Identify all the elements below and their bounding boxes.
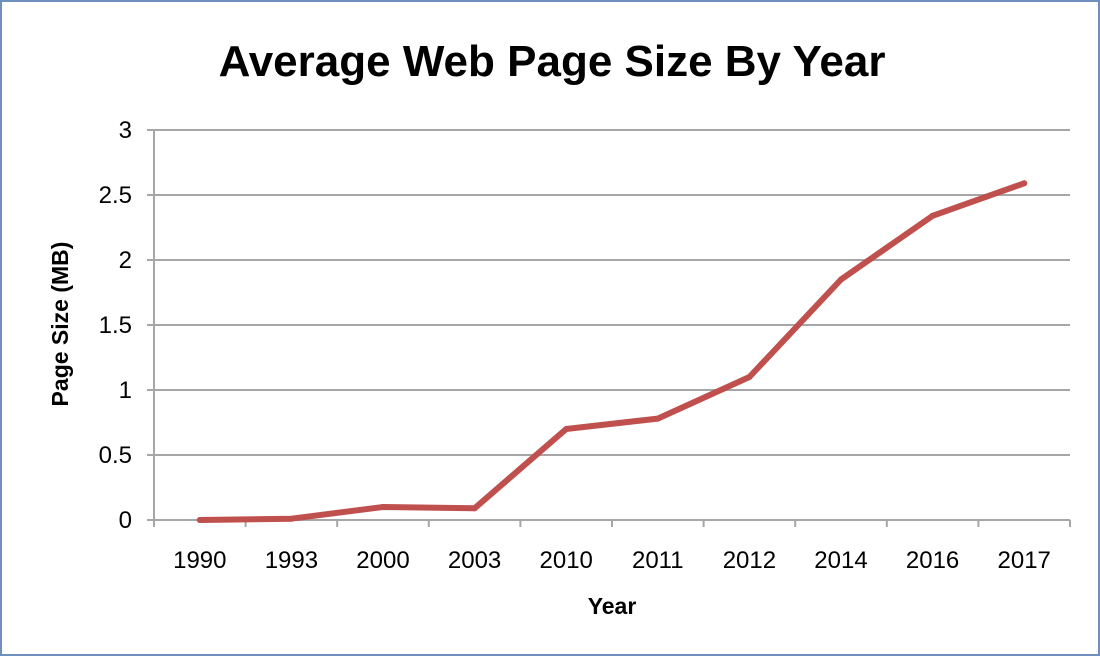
data-point-2017 (1021, 180, 1028, 187)
x-tick-label-4: 2010 (540, 547, 593, 574)
y-tick-label-5: 2.5 (99, 182, 132, 209)
x-tick-label-6: 2012 (723, 547, 776, 574)
series-group (196, 180, 1028, 523)
x-axis-ticks: 1990 1993 2000 2003 2010 2011 2012 2014 2016 2017 (153, 520, 1071, 574)
data-point-2016 (929, 212, 936, 219)
y-tick-label-6: 3 (119, 117, 132, 144)
y-tick-label-0: 0 (119, 507, 132, 534)
y-axis-label: Page Size (MB) (47, 242, 73, 407)
data-point-1990 (196, 517, 203, 523)
x-tick-label-1: 1993 (265, 547, 318, 574)
x-tick-label-0: 1990 (173, 547, 226, 574)
x-tick-label-7: 2014 (814, 547, 867, 574)
data-point-2000 (380, 504, 386, 510)
y-tick-label-2: 1 (119, 377, 132, 404)
x-tick-label-5: 2011 (632, 547, 684, 574)
series-line-0 (196, 180, 1028, 523)
data-point-1993 (288, 515, 295, 522)
data-point-2011 (654, 415, 661, 422)
data-point-2014 (838, 276, 844, 283)
x-tick-label-8: 2016 (906, 547, 959, 574)
gridlines (153, 129, 1070, 521)
y-axis-ticks: 0 0.5 1 1.5 2 2.5 3 (99, 117, 154, 534)
y-tick-label-3: 1.5 (99, 312, 132, 339)
data-point-2012 (746, 374, 753, 380)
data-point-2003 (471, 505, 478, 512)
y-tick-label-1: 0.5 (99, 442, 132, 469)
y-tick-label-4: 2 (119, 247, 132, 274)
x-tick-label-3: 2003 (448, 547, 501, 574)
x-axis-label: Year (588, 593, 637, 619)
chart-title: Average Web Page Size By Year (219, 37, 886, 86)
data-point-2010 (563, 426, 570, 432)
x-tick-label-2: 2000 (356, 547, 409, 574)
x-tick-label-9: 2017 (998, 547, 1051, 574)
